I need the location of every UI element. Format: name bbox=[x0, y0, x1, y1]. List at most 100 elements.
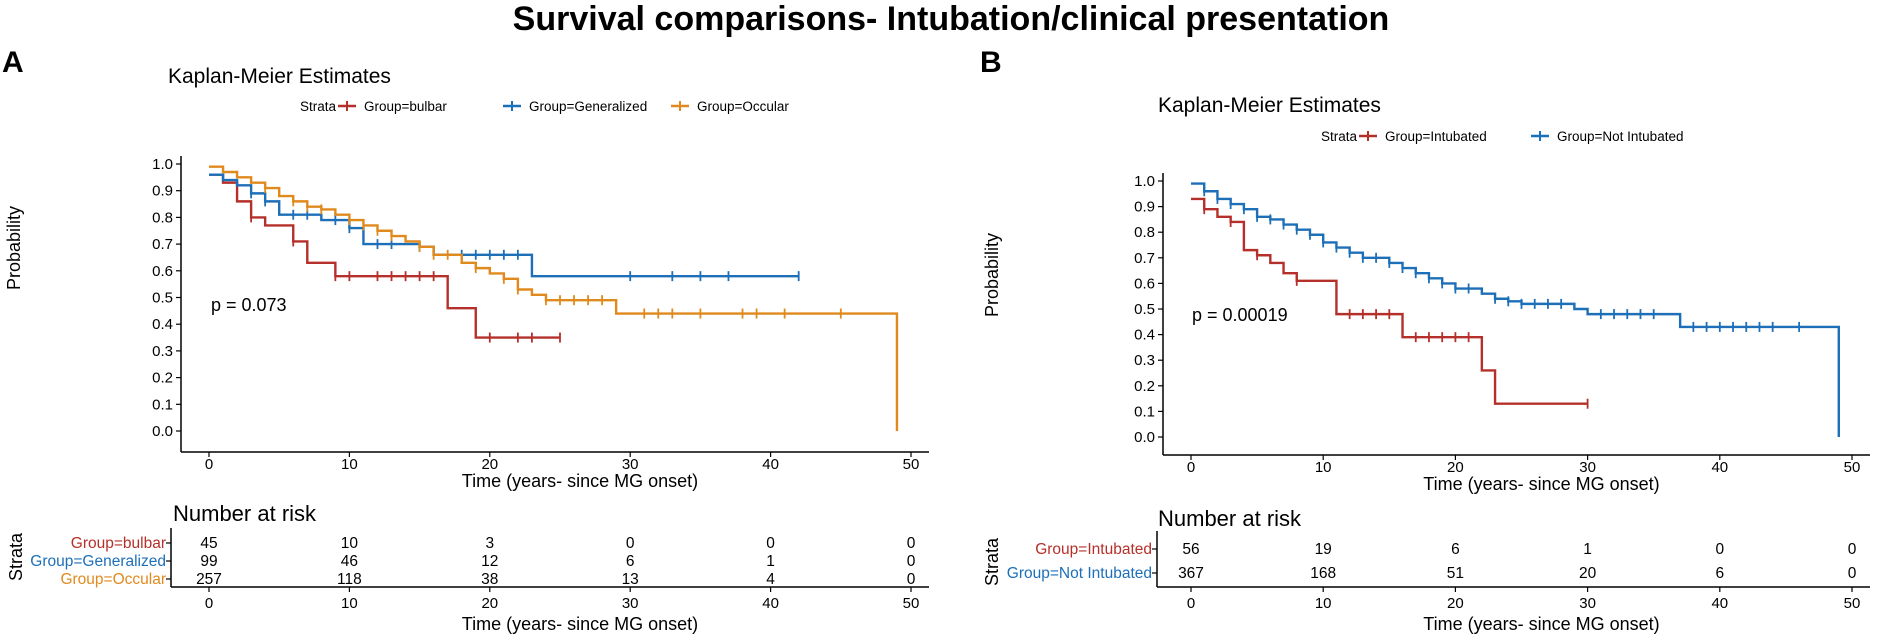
panel-b: B Kaplan-Meier Estimates Strata Group=Intub… bbox=[980, 46, 1870, 634]
y-tick-label: 0.9 bbox=[152, 183, 173, 200]
x-axis-title: Time (years- since MG onset) bbox=[1423, 474, 1659, 494]
risk-strata-label: Strata bbox=[982, 537, 1002, 586]
y-tick-label: 0.4 bbox=[1134, 327, 1155, 344]
risk-x-tick-label: 30 bbox=[1579, 595, 1596, 612]
risk-cell: 19 bbox=[1315, 541, 1332, 558]
x-tick-label: 50 bbox=[1844, 459, 1861, 476]
risk-cell: 367 bbox=[1178, 565, 1204, 582]
risk-cell: 6 bbox=[626, 553, 635, 570]
y-axis-title: Probability bbox=[4, 206, 24, 290]
y-tick-label: 0.1 bbox=[1134, 403, 1155, 420]
risk-cell: 13 bbox=[622, 571, 639, 588]
risk-row-label: Group=Occular bbox=[60, 571, 166, 588]
p-value-annotation: p = 0.00019 bbox=[1192, 305, 1288, 325]
risk-cell: 6 bbox=[1715, 565, 1724, 582]
legend-label: Group=Intubated bbox=[1385, 129, 1487, 144]
risk-row-label: Group=Generalized bbox=[30, 553, 166, 570]
risk-x-tick-label: 40 bbox=[1711, 595, 1728, 612]
risk-cell: 0 bbox=[626, 535, 635, 552]
risk-strata-label: Strata bbox=[6, 532, 26, 581]
risk-cell: 0 bbox=[1848, 541, 1857, 558]
figure-title: Survival comparisons- Intubation/clinica… bbox=[513, 0, 1390, 38]
x-tick-label: 40 bbox=[1711, 459, 1728, 476]
risk-cell: 56 bbox=[1182, 541, 1199, 558]
risk-cell: 0 bbox=[1848, 565, 1857, 582]
risk-cell: 45 bbox=[200, 535, 217, 552]
y-tick-label: 0.4 bbox=[152, 316, 173, 333]
y-tick-label: 0.7 bbox=[152, 236, 173, 253]
series-group bbox=[1191, 197, 1589, 409]
risk-cell: 4 bbox=[766, 571, 775, 588]
y-tick-label: 1.0 bbox=[1134, 173, 1155, 190]
p-value-annotation: p = 0.073 bbox=[211, 295, 287, 315]
risk-cell: 168 bbox=[1310, 565, 1336, 582]
x-tick-label: 20 bbox=[1447, 459, 1464, 476]
risk-x-tick-label: 30 bbox=[622, 595, 639, 612]
y-tick-label: 0.5 bbox=[1134, 301, 1155, 318]
risk-cell: 3 bbox=[485, 535, 494, 552]
y-axis-title: Probability bbox=[982, 233, 1002, 317]
x-tick-label: 20 bbox=[481, 456, 498, 473]
risk-x-tick-label: 20 bbox=[481, 595, 498, 612]
risk-cell: 20 bbox=[1579, 565, 1597, 582]
y-tick-label: 0.8 bbox=[1134, 224, 1155, 241]
survival-curve bbox=[209, 173, 799, 278]
risk-x-tick-label: 50 bbox=[1844, 595, 1861, 612]
panel-a: A Kaplan-Meier Estimates Strata Group=bulba… bbox=[2, 46, 929, 634]
risk-cell: 51 bbox=[1447, 565, 1464, 582]
x-tick-label: 0 bbox=[205, 456, 213, 473]
risk-cell: 257 bbox=[196, 571, 222, 588]
risk-cell: 0 bbox=[766, 535, 775, 552]
plot-title: Kaplan-Meier Estimates bbox=[168, 65, 391, 88]
risk-cell: 0 bbox=[1715, 541, 1724, 558]
x-tick-label: 30 bbox=[1579, 459, 1596, 476]
y-tick-label: 0.3 bbox=[152, 343, 173, 360]
y-tick-label: 0.7 bbox=[1134, 250, 1155, 267]
panel-label: A bbox=[2, 46, 24, 79]
legend-title: Strata bbox=[1321, 129, 1358, 144]
y-tick-label: 0.0 bbox=[152, 423, 173, 440]
y-tick-label: 0.8 bbox=[152, 209, 173, 226]
survival-curve bbox=[1191, 197, 1588, 405]
legend: Strata Group=bulbar Group=Generalized Group… bbox=[300, 99, 789, 114]
risk-cell: 1 bbox=[1583, 541, 1592, 558]
risk-table-title: Number at risk bbox=[1158, 506, 1302, 531]
y-tick-label: 0.2 bbox=[152, 370, 173, 387]
risk-x-tick-label: 10 bbox=[1315, 595, 1332, 612]
risk-cell: 99 bbox=[200, 553, 217, 570]
risk-cell: 1 bbox=[766, 553, 775, 570]
legend-label: Group=bulbar bbox=[364, 99, 447, 114]
survival-curve bbox=[1191, 182, 1840, 437]
legend: Strata Group=Intubated Group=Not Intubated bbox=[1321, 129, 1683, 144]
risk-x-tick-label: 0 bbox=[1187, 595, 1195, 612]
x-tick-label: 10 bbox=[341, 456, 358, 473]
risk-cell: 118 bbox=[337, 571, 362, 588]
risk-x-axis-title: Time (years- since MG onset) bbox=[462, 614, 698, 634]
risk-cell: 6 bbox=[1451, 541, 1460, 558]
risk-x-tick-label: 20 bbox=[1447, 595, 1464, 612]
risk-cell: 0 bbox=[907, 553, 916, 570]
risk-row-label: Group=Not Intubated bbox=[1007, 565, 1152, 582]
y-tick-label: 1.0 bbox=[152, 156, 173, 173]
risk-cell: 12 bbox=[481, 553, 498, 570]
risk-table-title: Number at risk bbox=[173, 501, 317, 526]
legend-label: Group=Generalized bbox=[529, 99, 647, 114]
risk-x-tick-label: 10 bbox=[341, 595, 358, 612]
series-group bbox=[1191, 182, 1840, 437]
risk-table: Number at risk Strata Group=Intubated 56 19 6… bbox=[982, 506, 1870, 634]
y-tick-label: 0.2 bbox=[1134, 378, 1155, 395]
series-group bbox=[209, 173, 561, 343]
risk-cell: 0 bbox=[907, 535, 916, 552]
risk-x-tick-label: 0 bbox=[205, 595, 213, 612]
risk-cell: 0 bbox=[907, 571, 916, 588]
y-tick-label: 0.1 bbox=[152, 396, 173, 413]
legend-title: Strata bbox=[300, 99, 337, 114]
y-tick-label: 0.6 bbox=[152, 263, 173, 280]
legend-label: Group=Not Intubated bbox=[1557, 129, 1683, 144]
plot-title: Kaplan-Meier Estimates bbox=[1158, 94, 1381, 117]
risk-row-label: Group=Intubated bbox=[1035, 541, 1152, 558]
risk-cell: 46 bbox=[341, 553, 358, 570]
legend-label: Group=Occular bbox=[697, 99, 789, 114]
risk-cell: 38 bbox=[481, 571, 498, 588]
risk-x-tick-label: 50 bbox=[903, 595, 920, 612]
